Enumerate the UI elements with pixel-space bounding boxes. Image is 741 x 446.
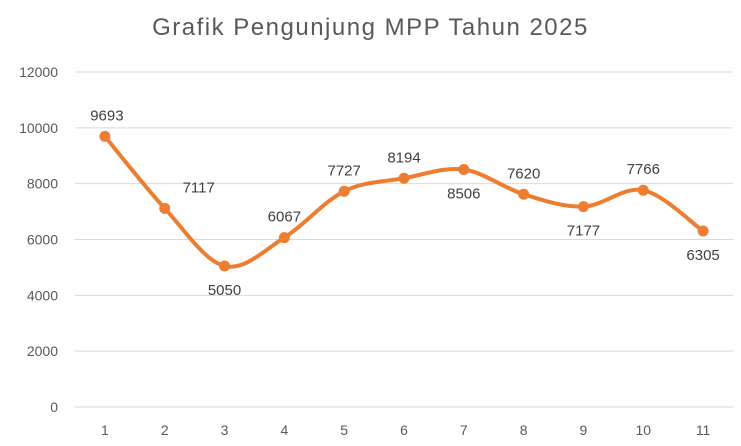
data-point — [518, 188, 530, 200]
x-axis-ticks: 1 2 3 4 5 6 7 8 9 10 11 — [101, 422, 711, 438]
gridlines — [75, 71, 733, 408]
data-point — [99, 130, 111, 142]
y-tick-label: 8000 — [27, 176, 58, 192]
data-label: 7177 — [567, 223, 600, 240]
data-label: 7620 — [507, 165, 540, 182]
data-label: 6305 — [686, 247, 719, 264]
x-tick-label: 10 — [635, 422, 651, 438]
data-label: 7117 — [183, 179, 215, 196]
y-axis-ticks: 0 2000 4000 6000 8000 10000 12000 — [19, 64, 58, 415]
x-tick-label: 4 — [280, 422, 288, 438]
y-tick-label: 2000 — [27, 343, 58, 359]
x-tick-label: 8 — [520, 422, 528, 438]
y-tick-label: 4000 — [27, 287, 58, 303]
data-point — [458, 164, 470, 176]
y-tick-label: 6000 — [27, 232, 58, 248]
x-tick-label: 7 — [460, 422, 468, 438]
y-tick-label: 0 — [50, 399, 58, 415]
data-point — [398, 172, 410, 184]
data-label: 8194 — [387, 149, 420, 166]
x-tick-label: 11 — [696, 422, 711, 438]
data-label: 9693 — [90, 107, 123, 124]
x-tick-label: 2 — [161, 422, 169, 438]
data-point — [278, 232, 290, 244]
data-label: 5050 — [208, 282, 241, 299]
y-tick-label: 12000 — [19, 64, 58, 80]
data-point — [697, 225, 709, 237]
data-point — [219, 260, 231, 272]
x-tick-label: 1 — [101, 422, 109, 438]
x-tick-label: 5 — [340, 422, 348, 438]
x-tick-label: 6 — [400, 422, 408, 438]
data-label: 7727 — [327, 162, 360, 179]
x-tick-label: 9 — [580, 422, 588, 438]
data-labels: 9693 7117 5050 6067 7727 8194 8506 7620 7177 7766… — [90, 107, 720, 299]
data-point — [338, 185, 350, 197]
data-points — [99, 130, 709, 272]
y-tick-label: 10000 — [19, 120, 58, 136]
data-label: 6067 — [268, 209, 301, 226]
x-tick-label: 3 — [221, 422, 229, 438]
data-label: 7766 — [627, 161, 660, 178]
data-label: 8506 — [447, 186, 480, 203]
chart-title: Grafik Pengunjung MPP Tahun 2025 — [152, 14, 589, 41]
data-point — [637, 184, 649, 196]
data-point — [159, 202, 171, 214]
data-point — [577, 201, 589, 213]
